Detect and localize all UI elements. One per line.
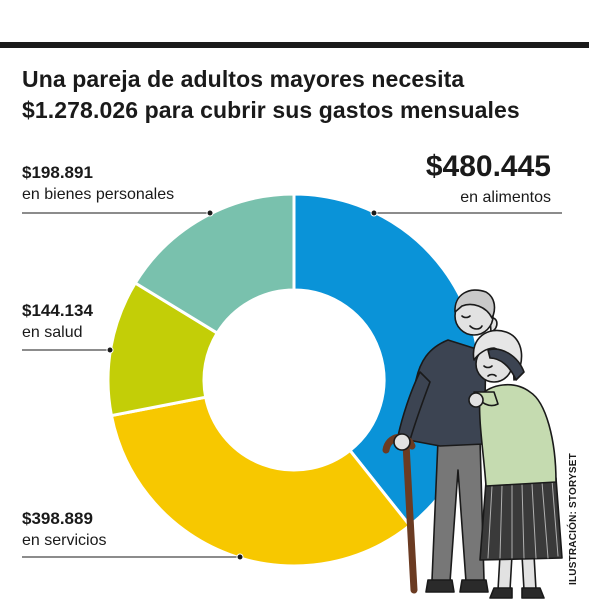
value-servicios: $398.889: [22, 509, 93, 528]
category-alimentos: en alimentos: [460, 189, 551, 206]
woman-legs: [497, 554, 537, 591]
woman-skirt: [479, 477, 563, 561]
value-alimentos: $480.445: [425, 150, 551, 183]
woman-shoes: [489, 587, 545, 599]
cane: [402, 440, 418, 594]
leader-salud-dot: [106, 346, 114, 354]
leader-servicios-dot: [236, 553, 244, 561]
chart-title: Una pareja de adultos mayores necesita $…: [22, 64, 582, 126]
label-servicios: $398.889 en servicios: [22, 510, 106, 549]
category-servicios: en servicios: [22, 532, 107, 549]
donut-slices: [106, 192, 482, 568]
title-line-2: $1.278.026 para cubrir sus gastos mensua…: [22, 97, 520, 123]
woman-hand: [468, 392, 484, 408]
slice-servicios: [109, 395, 412, 568]
woman-face: [483, 365, 497, 377]
woman-torso: [478, 384, 557, 487]
man-face: [461, 315, 483, 330]
woman-skirt-stripes: [487, 479, 559, 559]
slice-bienes-personales: [133, 192, 296, 336]
category-salud: en salud: [22, 324, 83, 341]
man-arm-around: [487, 348, 525, 381]
category-bienes-personales: en bienes personales: [22, 186, 175, 203]
elderly-couple-illustration: [382, 289, 563, 599]
leader-bienes-personales-dot: [206, 209, 214, 217]
title-line-1: Una pareja de adultos mayores necesita: [22, 66, 465, 92]
man-torso: [407, 339, 487, 447]
value-bienes-personales: $198.891: [22, 163, 93, 182]
label-alimentos: $480.445 en alimentos: [426, 152, 551, 206]
label-salud: $144.134 en salud: [22, 302, 93, 341]
value-salud: $144.134: [22, 301, 93, 320]
man-hand: [393, 433, 411, 451]
man-legs: [431, 439, 485, 583]
leader-lines: [22, 209, 562, 561]
illustration-credit: ILUSTRACIÓN: STORYSET: [568, 453, 579, 585]
leader-alimentos-dot: [370, 209, 378, 217]
label-bienes-personales: $198.891 en bienes personales: [22, 164, 174, 203]
man-shoes: [425, 579, 489, 593]
top-rule: [0, 42, 589, 48]
woman-hair: [472, 329, 523, 381]
man-hair: [454, 289, 496, 319]
